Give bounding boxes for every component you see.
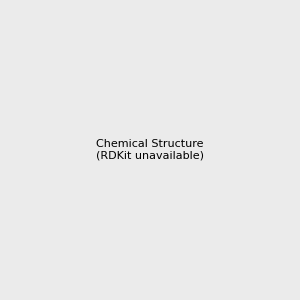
Text: Chemical Structure
(RDKit unavailable): Chemical Structure (RDKit unavailable) bbox=[96, 139, 204, 161]
